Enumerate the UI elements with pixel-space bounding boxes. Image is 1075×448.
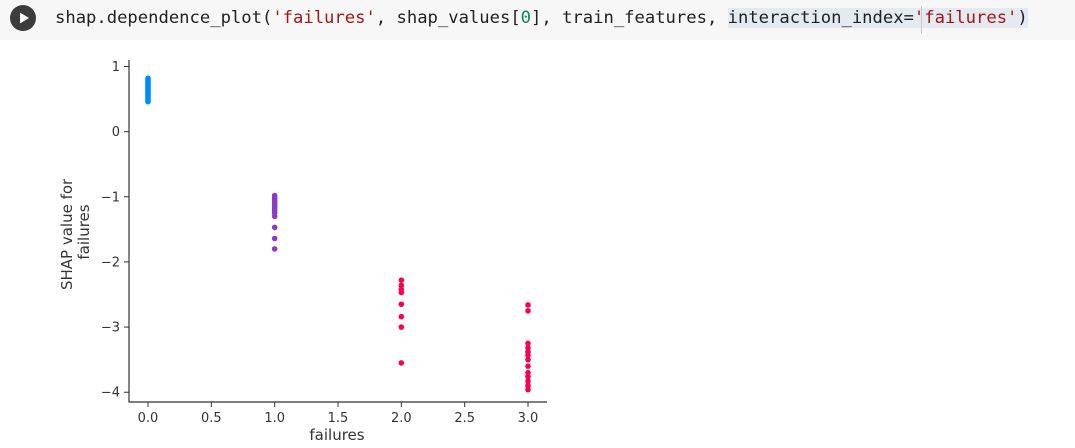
x-tick-label: 1.5 — [328, 411, 349, 426]
code-editor-line[interactable]: shap.dependence_plot('failures', shap_va… — [55, 8, 1028, 28]
y-axis-label: SHAP value for failures — [58, 174, 93, 290]
code-token: 'failures' — [272, 8, 376, 28]
data-point — [525, 308, 531, 314]
dependence-plot: 0.0 0.5 1.0 1.5 2.0 2.5 3.0 1 0 −1 −2 −3 −4 failures… — [58, 60, 547, 444]
data-point — [398, 313, 405, 320]
code-token: shap.dependence_plot( — [55, 8, 273, 28]
code-cell[interactable]: shap.dependence_plot('failures', shap_va… — [0, 0, 1075, 40]
y-tick-label: 0 — [112, 125, 120, 140]
data-point — [525, 369, 531, 376]
data-point — [398, 360, 405, 366]
data-point — [525, 345, 531, 351]
data-point — [525, 373, 531, 380]
x-tick-label: 0.0 — [138, 411, 159, 426]
data-point — [525, 356, 531, 363]
y-axis-label-line-1: SHAP value for — [58, 178, 76, 290]
code-token: , shap_values[ — [375, 8, 521, 28]
run-cell-button[interactable] — [10, 5, 36, 31]
data-point — [398, 289, 405, 296]
x-tick-label: 1.0 — [264, 411, 285, 426]
plot-axes — [128, 60, 547, 403]
data-point — [271, 224, 278, 231]
data-point — [271, 246, 278, 252]
code-token: interaction_index= — [727, 8, 914, 28]
data-point — [398, 282, 405, 289]
editor-ruler — [921, 6, 922, 34]
code-token: 'failures' — [913, 8, 1018, 28]
data-point — [398, 277, 405, 283]
x-tick-label: 3.0 — [518, 411, 539, 426]
code-token: ], train_features, — [531, 8, 728, 28]
data-point — [271, 235, 278, 242]
data-point — [525, 352, 531, 358]
plot-ticks: 0.0 0.5 1.0 1.5 2.0 2.5 3.0 1 0 −1 −2 −3 −4 — [101, 60, 539, 426]
data-point — [398, 301, 405, 308]
y-tick-label: −1 — [101, 190, 120, 205]
y-tick-label: −3 — [101, 321, 120, 336]
play-icon — [20, 12, 29, 24]
data-point — [145, 98, 151, 105]
x-axis-label: failures — [309, 426, 364, 444]
y-axis-label-line-2: failures — [75, 204, 93, 259]
plot-points — [145, 75, 531, 393]
x-tick-label: 0.5 — [201, 411, 222, 426]
data-point — [525, 382, 531, 389]
data-point — [525, 340, 531, 347]
x-tick-label: 2.5 — [454, 411, 475, 426]
x-tick-label: 2.0 — [391, 411, 412, 426]
data-point — [525, 386, 531, 393]
data-point — [271, 213, 278, 220]
y-tick-label: −4 — [101, 386, 120, 401]
data-point — [525, 302, 531, 308]
data-point — [398, 324, 405, 330]
data-point — [525, 363, 531, 369]
code-token: ) — [1017, 8, 1028, 28]
y-tick-label: 1 — [112, 60, 120, 75]
code-token: 0 — [520, 8, 532, 28]
data-point — [525, 378, 531, 384]
y-tick-label: −2 — [101, 255, 120, 270]
